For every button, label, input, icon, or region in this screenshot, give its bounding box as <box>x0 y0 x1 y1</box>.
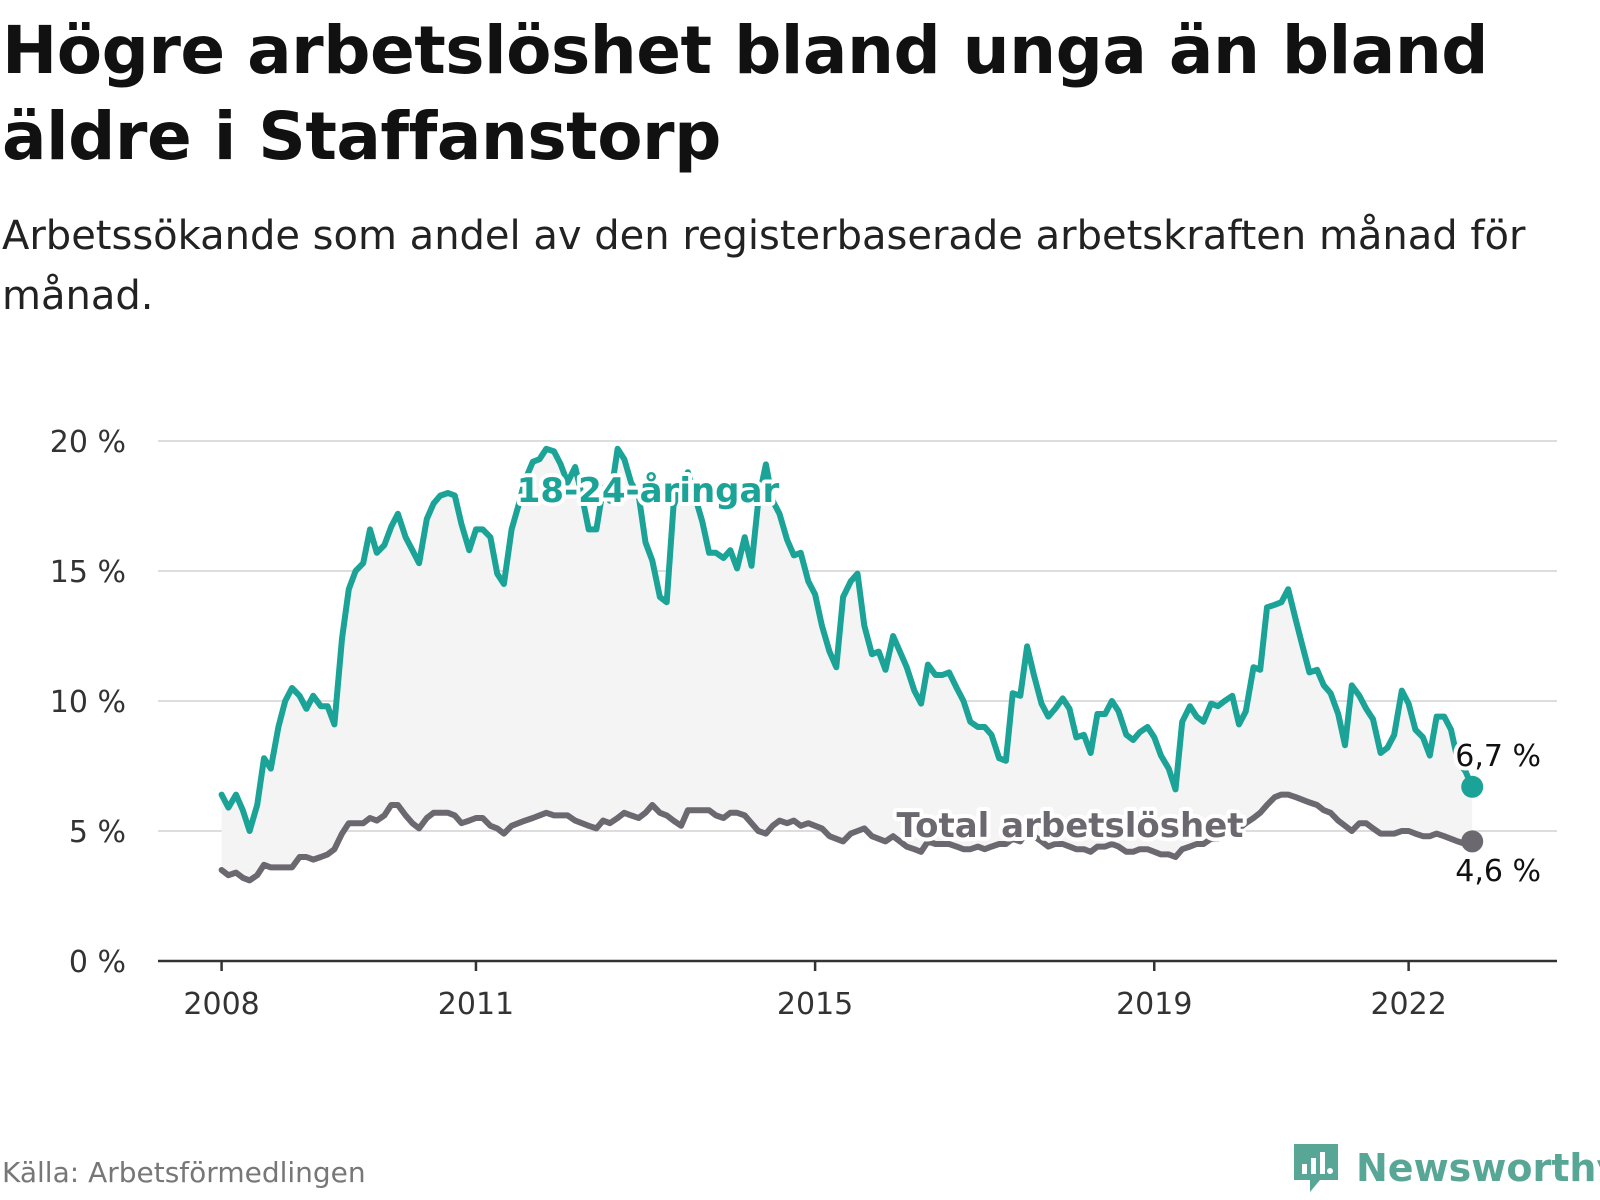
series-label-total-halo: Total arbetslöshet <box>896 806 1243 846</box>
end-marker-total <box>1461 830 1484 853</box>
brand-name: Newsworthy <box>1356 1146 1600 1190</box>
end-marker-youth <box>1461 775 1484 798</box>
x-tick-label: 2011 <box>438 987 514 1022</box>
series-line-total <box>218 791 1476 884</box>
end-label-youth-halo: 6,7 % <box>1455 739 1541 774</box>
series-line-youth <box>218 445 1476 834</box>
newsworthy-logo-icon <box>1294 1144 1338 1192</box>
series-label-youth: 18-24-åringar <box>517 471 780 511</box>
axes: 0 % 5 % 10 % 15 % 20 % 2008 2011 2015 2019 2022 <box>50 425 1557 1022</box>
range-area-fill <box>221 448 1473 881</box>
series-lines <box>218 445 1484 884</box>
range-area <box>221 448 1473 881</box>
source-note: Källa: Arbetsförmedlingen <box>2 1156 366 1189</box>
series-label-youth-halo: 18-24-åringar <box>517 471 780 511</box>
end-label-total: 4,6 % <box>1455 854 1541 889</box>
end-label-total-halo: 4,6 % <box>1455 854 1541 889</box>
line-chart: 0 % 5 % 10 % 15 % 20 % 2008 2011 2015 2019 2022 1… <box>50 425 1557 1022</box>
x-tick-label: 2022 <box>1370 987 1446 1022</box>
series-label-total: Total arbetslöshet <box>896 806 1243 846</box>
x-tick-label: 2015 <box>777 987 853 1022</box>
x-tick-label: 2008 <box>183 987 259 1022</box>
end-label-youth: 6,7 % <box>1455 739 1541 774</box>
y-tick-label: 5 % <box>69 815 126 850</box>
y-tick-label: 20 % <box>50 425 126 460</box>
chart-subtitle: Arbetssökande som andel av den registerb… <box>2 213 1526 319</box>
chart-title: Högre arbetslöshet bland unga än bland ä… <box>2 12 1489 175</box>
y-tick-label: 10 % <box>50 685 126 720</box>
y-tick-label: 15 % <box>50 555 126 590</box>
x-tick-label: 2019 <box>1116 987 1192 1022</box>
y-tick-label: 0 % <box>69 945 126 980</box>
brand-logo: Newsworthy <box>1290 1140 1600 1196</box>
